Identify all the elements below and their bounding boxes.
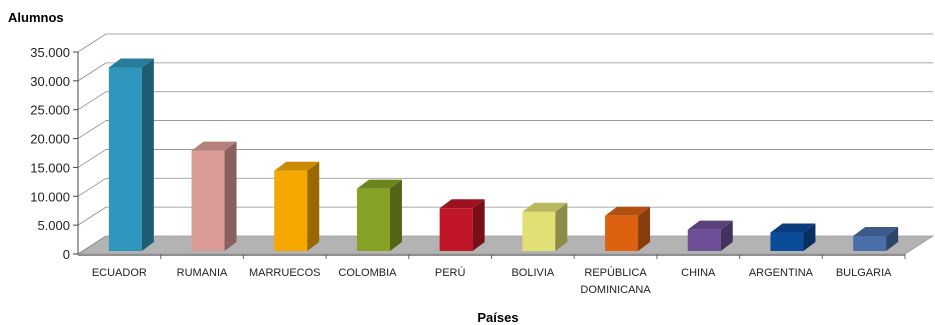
bar-group (274, 161, 320, 251)
y-tick-label: 5.000 (37, 218, 70, 233)
bar (687, 229, 721, 251)
bar-layer (108, 58, 899, 252)
bar-group (770, 223, 816, 251)
bar (356, 188, 390, 251)
gridline-side (77, 149, 107, 168)
y-tick-label: 10.000 (30, 189, 70, 204)
bar-side (389, 179, 402, 251)
bar-group (356, 179, 402, 251)
y-tick-label: 20.000 (30, 132, 70, 147)
gridline-side (77, 206, 107, 226)
bar-group (605, 206, 651, 251)
y-tick-label: 25.000 (30, 103, 70, 118)
bar-side (803, 223, 816, 251)
gridline-side (77, 33, 107, 53)
bar-side (638, 206, 651, 251)
bar-top (770, 223, 816, 233)
bar-side (224, 141, 237, 251)
bar (605, 215, 639, 251)
gridline-side (77, 235, 107, 255)
bar-top (439, 199, 485, 209)
bar-top (108, 58, 154, 68)
bar-top (274, 161, 320, 171)
bar-group (522, 202, 568, 251)
x-tick-label: BULGARIA (836, 267, 892, 279)
bar (853, 235, 887, 251)
bar-side (472, 199, 485, 251)
bar-side (141, 58, 154, 252)
bar-top (522, 202, 568, 212)
bar-group (108, 58, 154, 252)
bar-top (356, 179, 402, 189)
bar-group (439, 199, 485, 251)
bar-side (555, 202, 568, 251)
x-axis-title: Países (477, 310, 518, 325)
x-tick-label: BOLIVIA (511, 267, 554, 279)
bar (274, 170, 308, 251)
x-tick-label: MARRUECOS (249, 267, 321, 279)
bar-top (853, 226, 899, 236)
bar (108, 67, 142, 252)
x-tick-label: ARGENTINA (749, 267, 814, 279)
label-layer: 0 5.000 10.000 15.000 20.000 25.000 30.000 35.0… (30, 45, 892, 296)
axis-layer (73, 51, 906, 259)
bar-top (191, 141, 237, 151)
x-tick-label: CHINA (681, 267, 716, 279)
x-tick-label: ECUADOR (92, 267, 147, 279)
bar-group (191, 141, 237, 251)
bar-group (853, 226, 899, 251)
bar (191, 150, 225, 251)
bar (522, 211, 556, 251)
bar-top (687, 220, 733, 230)
x-tick-label: PERÚ (435, 266, 466, 279)
y-tick-label: 35.000 (30, 45, 70, 60)
y-tick-label: 15.000 (30, 160, 70, 175)
gridline-side (77, 120, 107, 139)
gridline-side (77, 91, 107, 111)
x-tick-label: COLOMBIA (338, 267, 397, 279)
bar-group (687, 220, 733, 251)
bar (770, 232, 804, 251)
bar-top (605, 206, 651, 216)
x-tick-label: RUMANIA (177, 267, 228, 279)
gridline-side (77, 62, 107, 82)
bar-side (307, 161, 320, 251)
bar (439, 208, 473, 251)
y-axis-title: Alumnos (8, 10, 64, 25)
bar-side (886, 226, 899, 251)
bar-side (720, 220, 733, 251)
gridline-side (77, 177, 107, 197)
y-tick-label: 30.000 (30, 74, 70, 89)
y-tick-label: 0 (63, 247, 70, 262)
x-tick-label: REPÚBLICA DOMINICANA (580, 266, 651, 296)
